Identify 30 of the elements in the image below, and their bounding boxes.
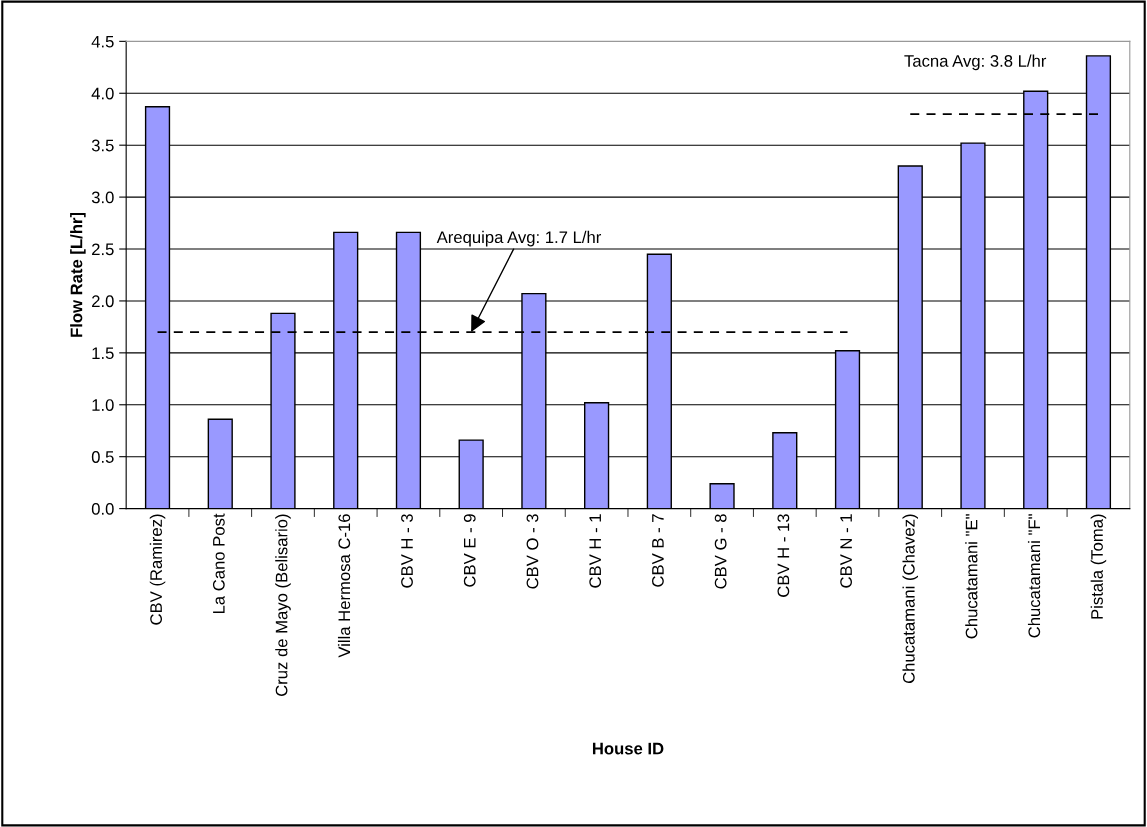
x-tick-label: La Cano Post [212, 513, 225, 614]
x-tick-label: CBV B - 7 [652, 514, 664, 587]
x-tick-label: CBV H - 3 [401, 514, 413, 588]
y-axis-title: Flow Rate [L/hr] [70, 212, 86, 337]
x-tick-label: CBV G - 8 [714, 514, 727, 589]
annotation: Arequipa Avg: 1.7 L/hr [436, 230, 602, 247]
y-tick-label: 2.0 [92, 295, 114, 308]
x-tick-label: Villa Hermosa C-16 [337, 514, 351, 658]
x-tick-label: CBV H - 1 [589, 514, 602, 588]
x-tick-label: Chucatamani "F" [1027, 514, 1041, 638]
y-tick-label: 0.0 [91, 503, 114, 515]
y-tick-label: 2.5 [92, 243, 114, 256]
annotation: Tacna Avg: 3.8 L/hr [904, 54, 1047, 71]
y-tick-label: 4.0 [91, 87, 114, 100]
x-tick-label: Chucatamani (Chavez) [902, 514, 919, 684]
y-tick-label: 1.5 [92, 347, 114, 360]
x-tick-label: CBV N - 1 [840, 514, 852, 588]
y-tick-label: 4.5 [91, 35, 114, 48]
x-axis-title: House ID [592, 742, 664, 755]
y-tick-label: 3.5 [91, 139, 114, 152]
x-tick-label: CBV O - 3 [526, 514, 539, 589]
y-tick-label: 3.0 [91, 191, 114, 204]
x-tick-label: CBV E - 9 [463, 514, 476, 587]
x-tick-label: Pistala (Toma) [1090, 514, 1107, 619]
x-tick-label: CBV (Ramirez) [149, 514, 166, 625]
y-tick-label: 1.0 [92, 399, 114, 411]
y-tick-label: 0.5 [91, 451, 114, 463]
x-tick-label: CBV H - 13 [777, 514, 790, 597]
x-tick-label: Chucatamani "E" [965, 514, 978, 639]
x-tick-label: Cruz de Mayo (Belisario) [275, 514, 291, 696]
